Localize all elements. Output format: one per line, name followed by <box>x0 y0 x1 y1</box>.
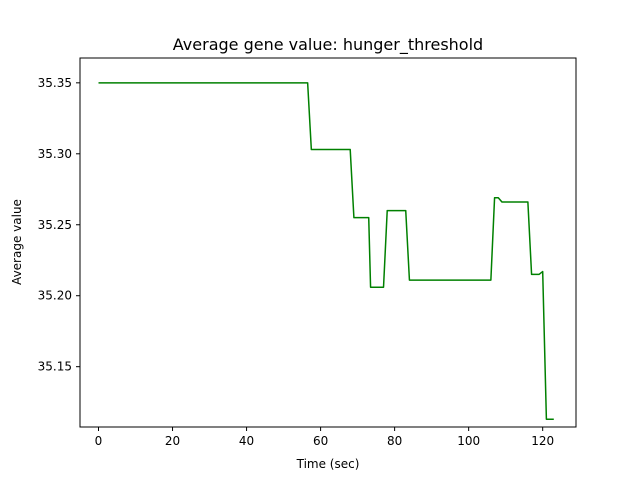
chart-title: Average gene value: hunger_threshold <box>173 35 483 55</box>
y-tick-label: 35.35 <box>38 76 72 90</box>
series-line-0 <box>98 82 554 420</box>
y-tick-label: 35.25 <box>38 218 72 232</box>
y-tick-label: 35.20 <box>38 289 72 303</box>
y-tick-label: 35.15 <box>38 360 72 374</box>
x-axis-label: Time (sec) <box>296 457 360 471</box>
plot-area-frame <box>79 57 577 428</box>
y-axis-label: Average value <box>10 199 24 285</box>
x-tick-label: 120 <box>531 434 554 448</box>
y-tick-label: 35.30 <box>38 147 72 161</box>
x-axis: 0 20 40 60 80 100 120 <box>95 427 554 448</box>
x-tick-label: 60 <box>313 434 328 448</box>
x-tick-label: 80 <box>387 434 402 448</box>
y-axis: 35.15 35.20 35.25 35.30 35.35 <box>38 76 80 374</box>
x-tick-label: 40 <box>239 434 254 448</box>
series-layer <box>98 82 554 420</box>
x-tick-label: 20 <box>165 434 180 448</box>
x-tick-label: 0 <box>95 434 103 448</box>
x-tick-label: 100 <box>457 434 480 448</box>
